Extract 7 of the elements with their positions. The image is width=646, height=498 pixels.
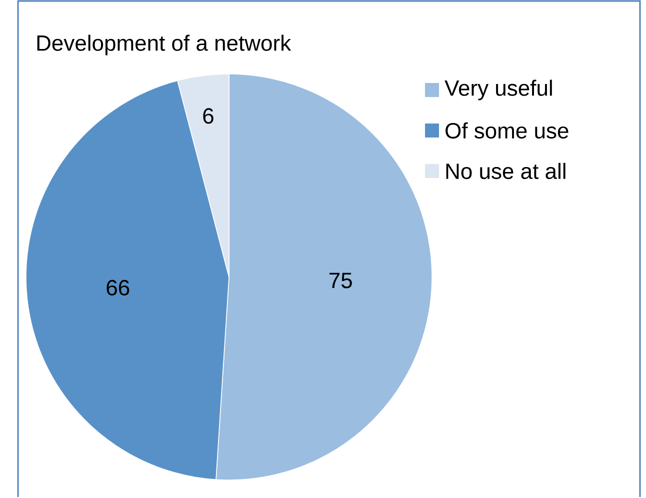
legend-label: Of some use xyxy=(446,122,568,139)
legend-label: Very useful xyxy=(444,80,552,100)
chart-title: Development of a network xyxy=(37,34,292,56)
data-label: 66 xyxy=(106,280,130,296)
legend-label: No use at all xyxy=(446,163,566,180)
data-label: 6 xyxy=(203,108,214,124)
data-label: 75 xyxy=(329,273,352,288)
